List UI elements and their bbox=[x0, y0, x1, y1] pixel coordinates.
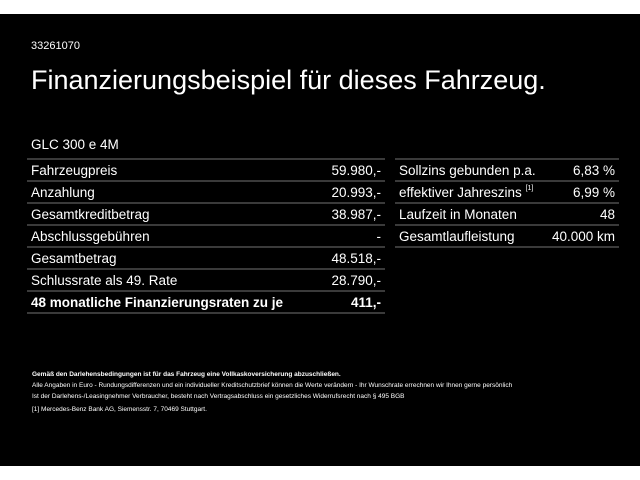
row-value: 20.993,- bbox=[320, 180, 385, 203]
row-value: 6,99 % bbox=[545, 180, 619, 203]
row-label: Gesamtlaufleistung bbox=[395, 224, 546, 248]
row-label-text: Sollzins gebunden p.a. bbox=[399, 162, 536, 178]
table-row: Abschlussgebühren - bbox=[27, 224, 385, 247]
row-value: 411,- bbox=[320, 290, 385, 314]
row-label: 48 monatliche Finanzierungsraten zu je bbox=[27, 290, 321, 314]
row-label-text: effektiver Jahreszins bbox=[399, 184, 522, 200]
table-row: effektiver Jahreszins [1] 6,99 % bbox=[395, 180, 619, 203]
vehicle-model: GLC 300 e 4M bbox=[31, 137, 119, 152]
row-label: Schlussrate als 49. Rate bbox=[27, 268, 321, 291]
row-value: - bbox=[320, 224, 385, 247]
financing-panel: 33261070 Finanzierungsbeispiel für diese… bbox=[0, 14, 640, 466]
row-label: effektiver Jahreszins [1] bbox=[395, 180, 546, 203]
table-row: Sollzins gebunden p.a. 6,83 % bbox=[395, 158, 619, 181]
vehicle-id: 33261070 bbox=[31, 40, 80, 52]
row-label: Abschlussgebühren bbox=[27, 224, 321, 247]
disclaimer-line: Alle Angaben in Euro - Rundungsdifferenz… bbox=[32, 382, 513, 389]
row-label: Gesamtkreditbetrag bbox=[27, 202, 321, 225]
row-label: Sollzins gebunden p.a. bbox=[395, 158, 546, 181]
row-label: Laufzeit in Monaten bbox=[395, 202, 546, 225]
table-row: Gesamtlaufleistung 40.000 km bbox=[395, 224, 619, 248]
insurance-note: Gemäß den Darlehensbedingungen ist für d… bbox=[32, 371, 341, 378]
table-row: Laufzeit in Monaten 48 bbox=[395, 202, 619, 225]
row-value: 48 bbox=[545, 202, 619, 225]
table-row: Gesamtkreditbetrag 38.987,- bbox=[27, 202, 385, 225]
page-title: Finanzierungsbeispiel für dieses Fahrzeu… bbox=[31, 65, 546, 95]
legal-notes: Gemäß den Darlehensbedingungen ist für d… bbox=[32, 369, 622, 415]
row-value: 6,83 % bbox=[545, 158, 619, 181]
table-row: Gesamtbetrag 48.518,- bbox=[27, 246, 385, 269]
row-value: 48.518,- bbox=[320, 246, 385, 269]
withdrawal-note: Ist der Darlehens-/Leasingnehmer Verbrau… bbox=[32, 393, 405, 400]
table-row: 48 monatliche Finanzierungsraten zu je 41… bbox=[27, 290, 385, 314]
table-row: Schlussrate als 49. Rate 28.790,- bbox=[27, 268, 385, 291]
row-label-text: Gesamtlaufleistung bbox=[399, 228, 515, 244]
row-label-text: Laufzeit in Monaten bbox=[399, 206, 517, 222]
interest-table: Sollzins gebunden p.a. 6,83 % effektiver … bbox=[395, 158, 619, 248]
table-row: Anzahlung 20.993,- bbox=[27, 180, 385, 203]
footnote-ref: [1] bbox=[525, 184, 534, 192]
row-label: Gesamtbetrag bbox=[27, 246, 321, 269]
row-label: Anzahlung bbox=[27, 180, 321, 203]
row-value: 28.790,- bbox=[320, 268, 385, 291]
row-value: 59.980,- bbox=[320, 158, 385, 181]
row-value: 38.987,- bbox=[320, 202, 385, 225]
row-label: Fahrzeugpreis bbox=[27, 158, 321, 181]
footnote: [1] Mercedes-Benz Bank AG, Siemensstr. 7… bbox=[32, 406, 207, 413]
row-value: 40.000 km bbox=[545, 224, 619, 248]
table-row: Fahrzeugpreis 59.980,- bbox=[27, 158, 385, 181]
financing-table: Fahrzeugpreis 59.980,- Anzahlung 20.993,- Ge… bbox=[27, 158, 385, 314]
